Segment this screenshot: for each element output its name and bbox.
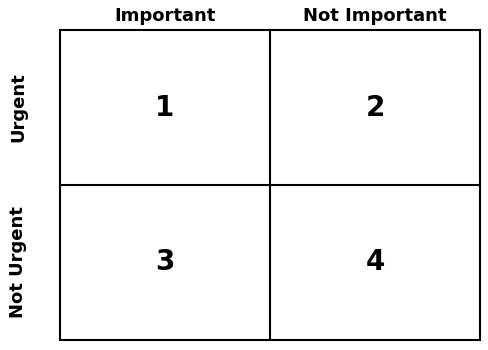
Text: 2: 2: [366, 93, 385, 121]
Text: Not Urgent: Not Urgent: [9, 206, 27, 318]
Text: Not Important: Not Important: [303, 7, 447, 25]
Bar: [60, 30, 480, 340]
Text: 1: 1: [155, 93, 175, 121]
Text: Urgent: Urgent: [9, 73, 27, 142]
Text: 3: 3: [155, 248, 175, 276]
Text: 4: 4: [366, 248, 385, 276]
Text: Important: Important: [114, 7, 216, 25]
